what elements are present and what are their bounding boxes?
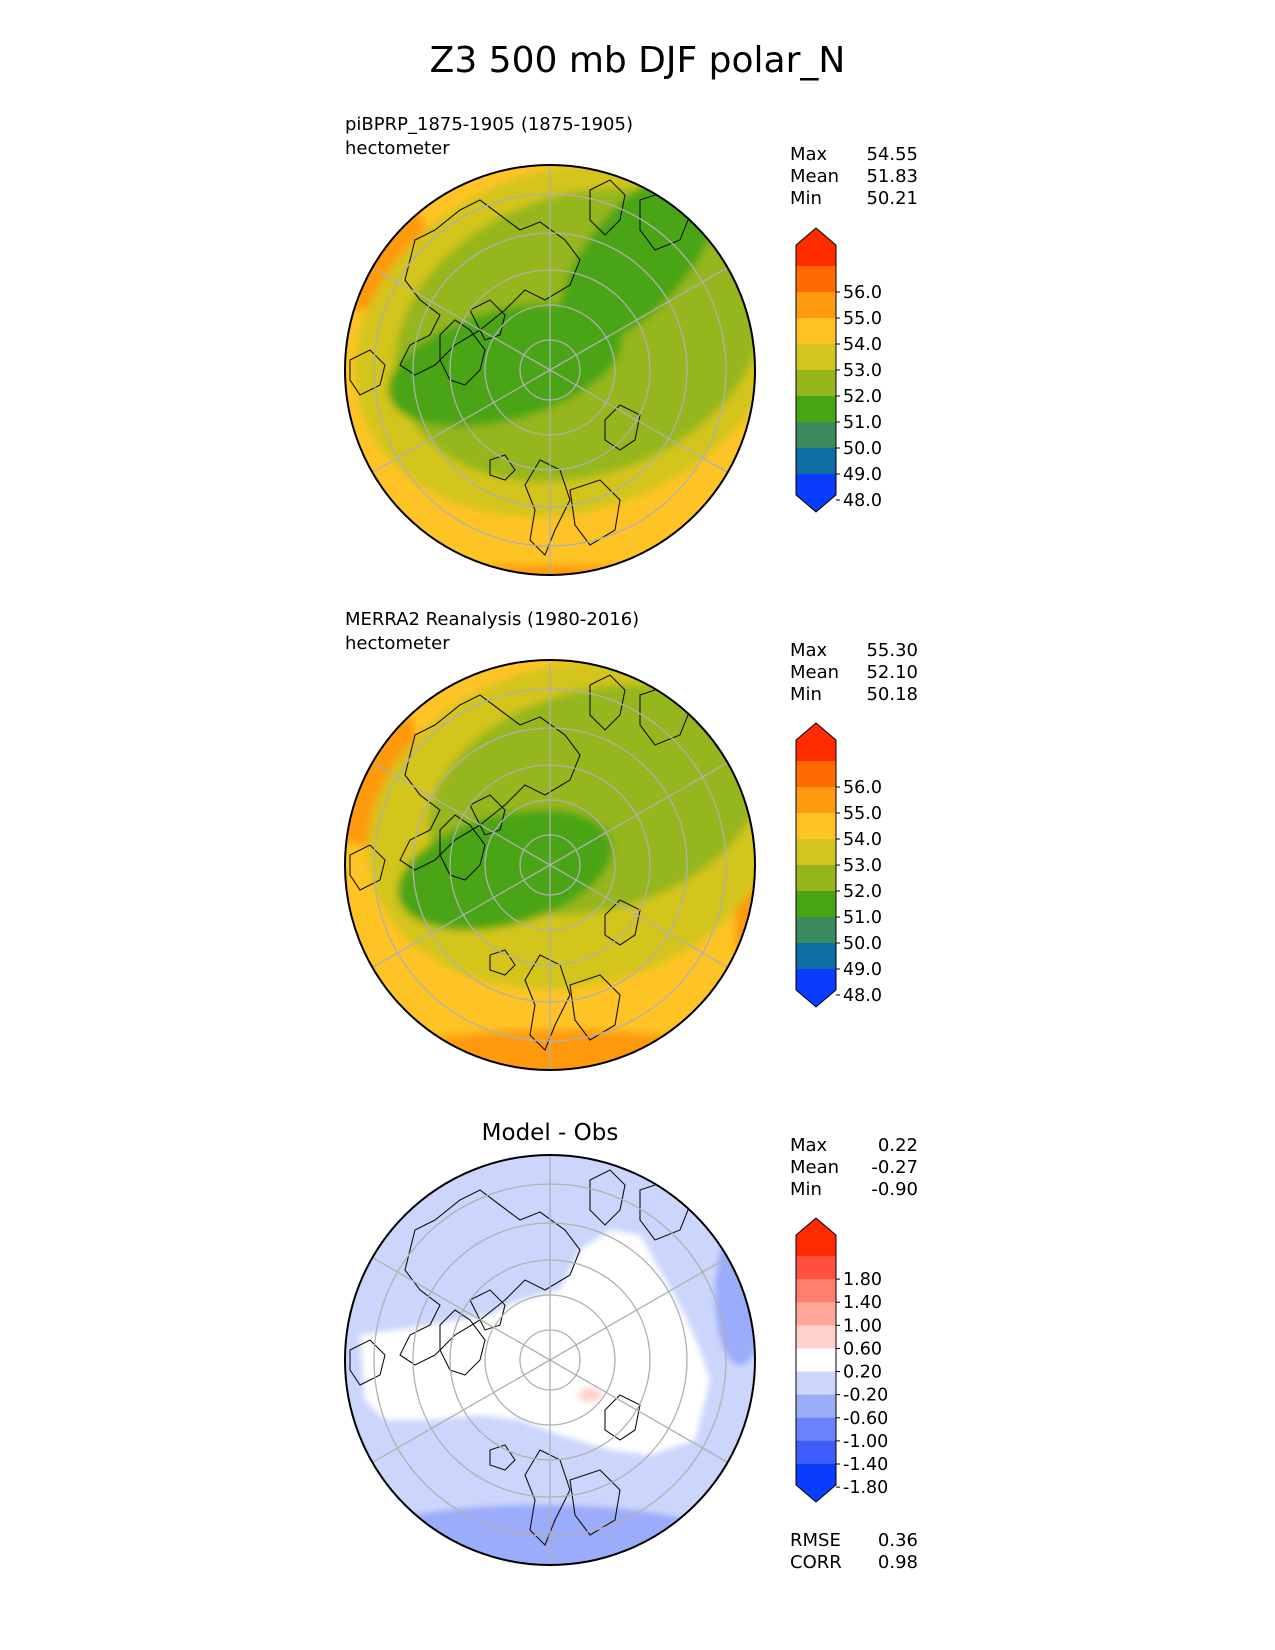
colorbar-swatch — [796, 370, 836, 397]
colorbar-tick-label: 49.0 — [843, 465, 882, 485]
colorbar-extend-top — [796, 723, 836, 761]
colorbar-tick-label: 53.0 — [843, 856, 882, 876]
colorbar-tick-label: 50.0 — [843, 439, 882, 459]
colorbar-tick-label: 0.60 — [843, 1339, 882, 1359]
colorbar-swatch — [796, 917, 836, 944]
colorbar-swatch — [796, 865, 836, 892]
colorbar-extend-bottom — [796, 969, 836, 1007]
colorbar-tick-label: 55.0 — [843, 804, 882, 824]
panel-2-colorbar: 56.0 55.0 54.0 53.0 52.0 51.0 50.0 49.0 48.0 — [795, 722, 882, 1008]
panel-1-stats: Max 54.55 Mean 51.83 Min 50.21 — [790, 144, 918, 210]
colorbar-tick-label: 0.20 — [843, 1363, 882, 1383]
colorbar-swatch — [796, 787, 836, 814]
colorbar-swatch — [796, 422, 836, 449]
colorbar-tick-label: -0.60 — [843, 1409, 888, 1429]
colorbar-tick-label: 51.0 — [843, 908, 882, 928]
p3-graticule — [367, 1155, 733, 1565]
stat-max: Max 54.55 — [790, 144, 918, 165]
stat-mean: Mean 52.10 — [790, 662, 918, 683]
colorbar-tick-label: 1.00 — [843, 1316, 882, 1336]
colorbar-tick-label: -1.00 — [843, 1432, 888, 1452]
colorbar-extend-top — [796, 228, 836, 266]
colorbar-swatch — [796, 1302, 836, 1326]
colorbar-outline — [795, 1217, 837, 1503]
colorbar-tick-label: 53.0 — [843, 361, 882, 381]
p1-core-50 — [388, 303, 622, 427]
colorbar-swatch — [796, 1348, 836, 1373]
colorbar-swatch — [796, 1256, 836, 1280]
figure-title: Z3 500 mb DJF polar_N — [429, 40, 846, 81]
colorbar-extend-top — [796, 1218, 836, 1256]
panel-3-metrics: RMSE 0.36 CORR 0.98 — [790, 1530, 918, 1574]
colorbar-tick-label: 52.0 — [843, 387, 882, 407]
colorbar-extend-bottom — [796, 474, 836, 512]
colorbar-swatch — [796, 1417, 836, 1442]
panel-1-colorbar: 56.0 55.0 54.0 53.0 52.0 51.0 50.0 49.0 48.0 — [795, 227, 882, 513]
colorbar-swatch — [796, 318, 836, 345]
p3-high-spot — [578, 1388, 602, 1402]
panel-3-stats: Max 0.22 Mean -0.27 Min -0.90 — [790, 1135, 918, 1201]
colorbar-swatch — [796, 1394, 836, 1419]
p1-graticule — [367, 165, 733, 575]
stat-min: Min -0.90 — [790, 1179, 918, 1200]
stat-min: Min 50.18 — [790, 684, 918, 705]
colorbar-swatch — [796, 839, 836, 866]
panel-2-title: MERRA2 Reanalysis (1980-2016) — [345, 609, 640, 630]
colorbar-tick-label: -0.20 — [843, 1386, 888, 1406]
colorbar-tick-label: 1.80 — [843, 1270, 882, 1290]
colorbar-swatch — [796, 1279, 836, 1303]
colorbar-tick-label: -1.80 — [843, 1478, 888, 1498]
colorbar-outline — [795, 722, 837, 1008]
colorbar-tick-label: 55.0 — [843, 309, 882, 329]
panel-2-map — [344, 659, 756, 1071]
colorbar-swatch — [796, 813, 836, 840]
panel-2-units: hectometer — [345, 633, 450, 654]
metric-rmse: RMSE 0.36 — [790, 1530, 918, 1551]
p2-core-50 — [397, 809, 613, 931]
colorbar-tick-label: 48.0 — [843, 491, 882, 511]
panel-3-map — [344, 1154, 756, 1566]
colorbar-swatch — [796, 1371, 836, 1396]
p2-coastlines — [349, 674, 691, 1051]
colorbar-tick-label: 56.0 — [843, 283, 882, 303]
colorbar-tick-label: 50.0 — [843, 934, 882, 954]
colorbar-tick-label: 56.0 — [843, 778, 882, 798]
colorbar-swatch — [796, 344, 836, 371]
colorbar-swatch — [796, 1325, 836, 1349]
stat-mean: Mean -0.27 — [790, 1157, 918, 1178]
stat-max: Max 55.30 — [790, 640, 918, 661]
p2-graticule — [367, 660, 733, 1070]
colorbar-tick-label: 48.0 — [843, 986, 882, 1006]
colorbar-swatch — [796, 266, 836, 293]
colorbar-tick-label: 51.0 — [843, 413, 882, 433]
stat-max: Max 0.22 — [790, 1135, 918, 1156]
panel-1-map — [344, 164, 756, 576]
panel-3-title: Model - Obs — [481, 1120, 619, 1146]
colorbar-swatch — [796, 943, 836, 970]
colorbar-tick-label: 52.0 — [843, 882, 882, 902]
p3-coastlines — [349, 1169, 691, 1546]
metric-corr: CORR 0.98 — [790, 1552, 918, 1573]
colorbar-tick-label: 54.0 — [843, 335, 882, 355]
panel-1-title: piBPRP_1875-1905 (1875-1905) — [345, 114, 633, 135]
colorbar-swatch — [796, 891, 836, 918]
colorbar-swatch — [796, 1440, 836, 1465]
colorbar-tick-label: 1.40 — [843, 1293, 882, 1313]
stat-min: Min 50.21 — [790, 188, 918, 209]
panel-2-stats: Max 55.30 Mean 52.10 Min 50.18 — [790, 640, 918, 706]
colorbar-extend-bottom — [796, 1464, 836, 1502]
colorbar-swatch — [796, 396, 836, 423]
colorbar-swatch — [796, 292, 836, 319]
panel-3-colorbar: 1.80 1.40 1.00 0.60 0.20 -0.20 -0.60 -1.00 -1.40… — [795, 1217, 888, 1503]
stat-mean: Mean 51.83 — [790, 166, 918, 187]
colorbar-swatch — [796, 448, 836, 475]
colorbar-tick-label: 54.0 — [843, 830, 882, 850]
p3-near-zero — [360, 1230, 710, 1455]
panel-1-units: hectometer — [345, 138, 450, 159]
colorbar-tick-label: -1.40 — [843, 1455, 888, 1475]
colorbar-swatch — [796, 761, 836, 788]
colorbar-tick-label: 49.0 — [843, 960, 882, 980]
colorbar-outline — [795, 227, 837, 513]
